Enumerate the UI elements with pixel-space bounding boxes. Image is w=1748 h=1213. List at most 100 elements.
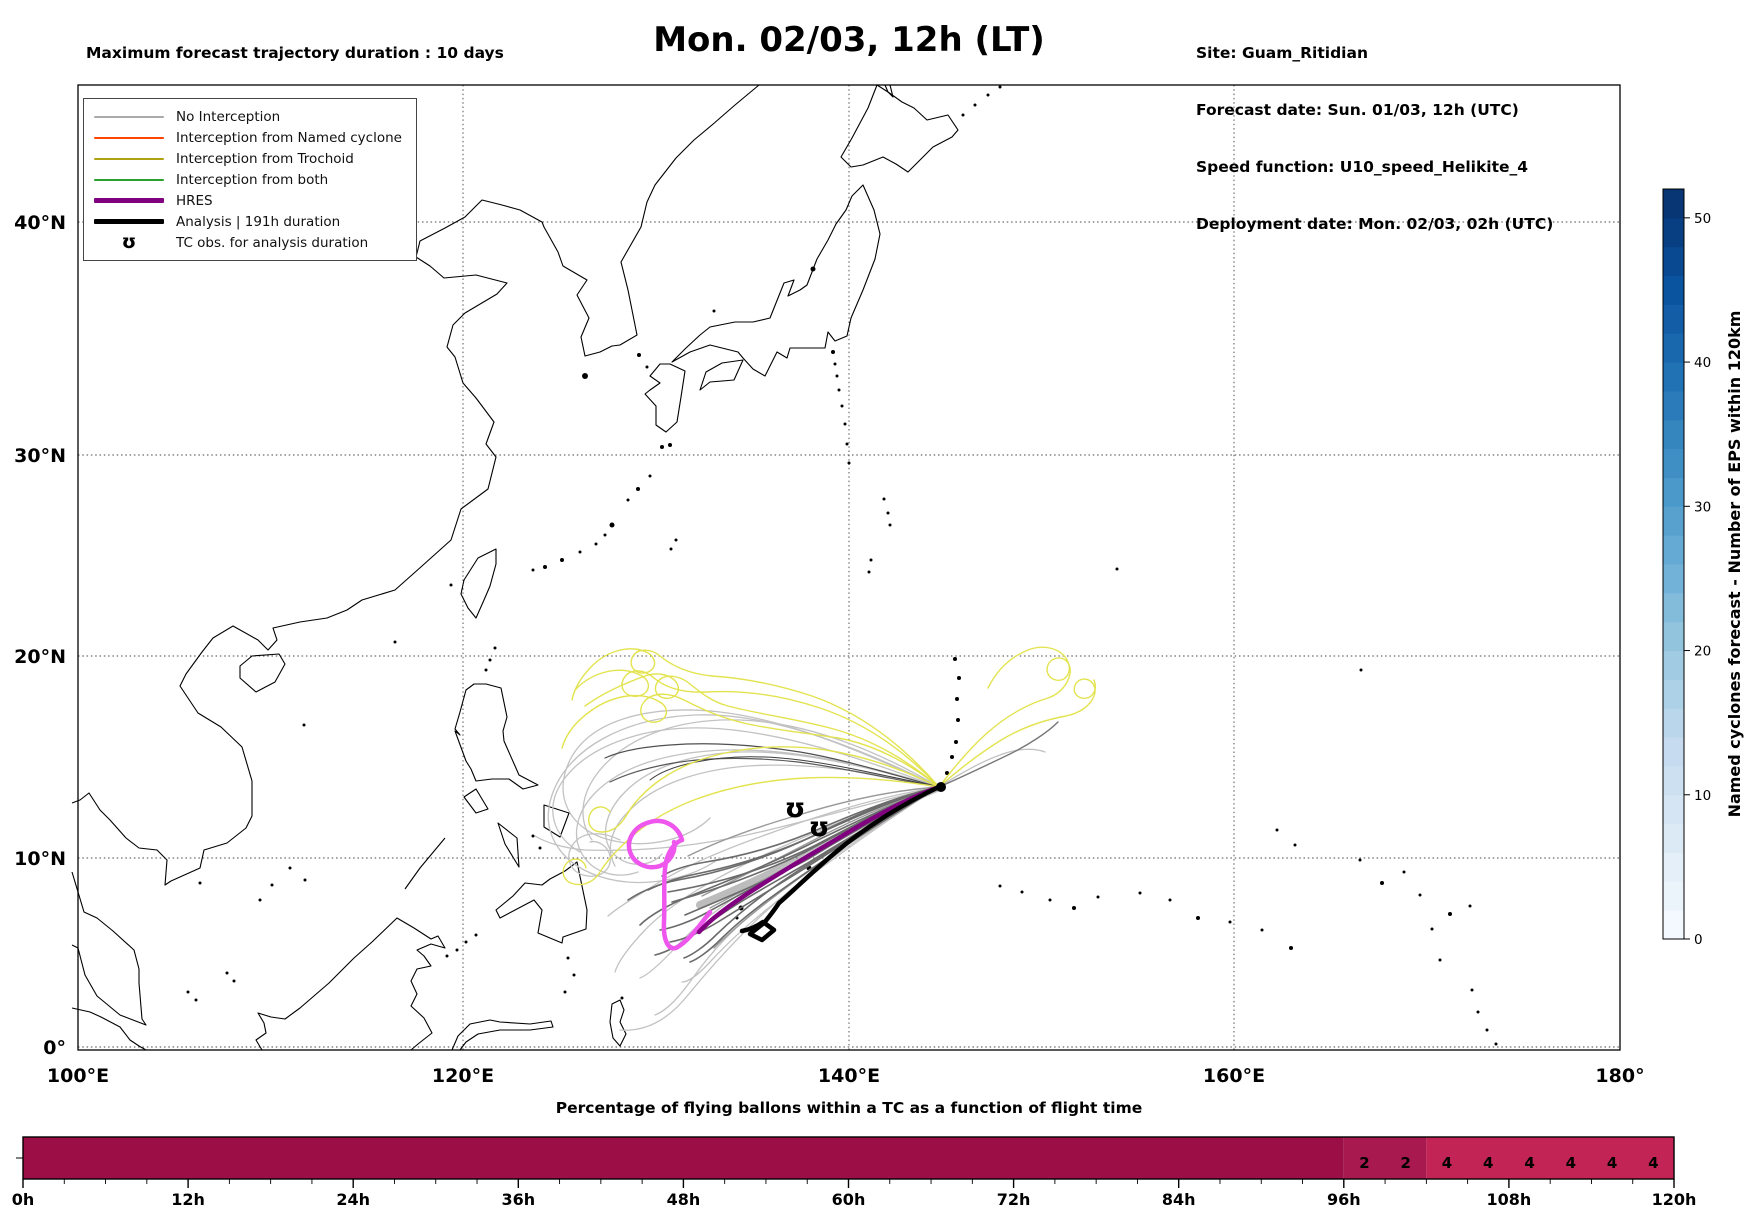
coastline-path: [495, 861, 588, 944]
bar-tick-label: 0h: [12, 1190, 35, 1209]
island-dot: [645, 365, 649, 369]
tc-count-label: 2: [1400, 1154, 1410, 1172]
legend-item: Analysis | 191h duration: [94, 211, 402, 232]
no-interception-trajectory: [661, 786, 940, 877]
coastline-path: [239, 653, 286, 693]
island-dot: [1228, 920, 1232, 924]
speed-function-line: Speed function: U10_speed_Helikite_4: [1196, 158, 1529, 176]
site-info: Site: Guam_Ritidian Forecast date: Sun. …: [1196, 6, 1553, 272]
legend-item-label: Interception from both: [176, 171, 329, 188]
island-dot: [1275, 828, 1279, 832]
colorbar-step: [1663, 535, 1684, 565]
tc-percentage-segment: [1426, 1137, 1674, 1179]
legend-line-sample: [94, 198, 164, 203]
no-interception-trajectory: [552, 727, 940, 853]
island-dot: [998, 85, 1002, 89]
bar-tick-label: 108h: [1487, 1190, 1532, 1209]
colorbar-step: [1663, 679, 1684, 709]
legend-line-swatch: [94, 136, 164, 139]
no-interception-trajectory: [689, 786, 940, 963]
island-dot: [538, 846, 542, 850]
colorbar-step: [1663, 881, 1684, 911]
coastline-path: [671, 184, 881, 377]
y-axis-tick-label: 10°N: [14, 848, 66, 870]
island-dot: [1359, 668, 1363, 672]
x-axis-tick-label: 180°: [1595, 1065, 1644, 1087]
page-title: Mon. 02/03, 12h (LT): [653, 20, 1045, 60]
island-dot: [531, 834, 535, 838]
island-dot: [225, 971, 229, 975]
legend-item: Interception from both: [94, 169, 402, 190]
bar-tick-label: 96h: [1327, 1190, 1361, 1209]
tc-count-label: 2: [1359, 1154, 1369, 1172]
island-dot: [998, 884, 1002, 888]
island-dot: [1494, 1042, 1498, 1046]
bar-tick-label: 72h: [997, 1190, 1031, 1209]
legend-item: HRES: [94, 190, 402, 211]
no-interception-trajectory: [647, 786, 940, 891]
legend-item-label: Interception from Trochoid: [176, 150, 354, 167]
island-dot: [620, 996, 624, 1000]
bottom-chart-title: Percentage of flying ballons within a TC…: [555, 1099, 1143, 1117]
island-dot: [232, 979, 236, 983]
island-dot: [445, 954, 449, 958]
colorbar-step: [1663, 477, 1684, 507]
bar-tick-label: 24h: [336, 1190, 370, 1209]
y-axis-tick-label: 40°N: [14, 212, 66, 234]
island-dot: [594, 542, 598, 546]
island-dot: [1358, 858, 1362, 862]
colorbar-step: [1663, 650, 1684, 680]
no-interception-trajectory: [609, 757, 940, 788]
trochoid-interception-trajectory: [584, 673, 940, 788]
coastline-path: [543, 804, 570, 838]
colorbar-step: [1663, 419, 1684, 450]
coastline-path: [840, 84, 959, 173]
colorbar-step: [1663, 217, 1684, 248]
island-dot: [1072, 906, 1076, 910]
island-dot: [1096, 895, 1100, 899]
island-dot: [1380, 881, 1384, 885]
island-dot: [582, 373, 588, 379]
island-dot: [955, 697, 959, 701]
island-dot: [869, 558, 873, 562]
legend-item-label: No Interception: [176, 108, 281, 125]
colorbar-step: [1663, 333, 1684, 363]
no-interception-trajectory: [687, 786, 940, 857]
deployment-date-line: Deployment date: Mon. 02/03, 02h (UTC): [1196, 215, 1554, 233]
island-dot: [493, 646, 497, 650]
bar-tick-label: 36h: [501, 1190, 535, 1209]
island-dot: [957, 676, 961, 680]
island-dot: [840, 404, 844, 408]
hres-trajectory: [696, 784, 942, 935]
coastline-path: [71, 871, 147, 1026]
coastline-path: [497, 822, 520, 868]
no-interception-trajectory: [701, 786, 940, 897]
analysis-trajectory: [739, 784, 942, 943]
forecast-date-line: Forecast date: Sun. 01/03, 12h (UTC): [1196, 101, 1519, 119]
bar-tick-label: 120h: [1652, 1190, 1697, 1209]
legend-line-sample: [94, 136, 164, 139]
coastline-path: [463, 788, 489, 814]
no-interception-trajectory: [568, 833, 621, 877]
island-dot: [1048, 898, 1052, 902]
no-interception-trajectory: [534, 786, 940, 852]
island-dot: [888, 523, 892, 527]
island-dot: [194, 998, 198, 1002]
colorbar-step: [1663, 910, 1684, 940]
island-dot: [626, 498, 630, 502]
y-axis-tick-label: 20°N: [14, 646, 66, 668]
map-frame: [77, 84, 1621, 1051]
island-dot: [1485, 1028, 1489, 1032]
no-interception-trajectory: [607, 786, 940, 917]
legend-line-sample: [94, 178, 164, 181]
island-dot: [986, 93, 990, 97]
x-axis-tick-label: 160°E: [1203, 1065, 1265, 1087]
colorbar-step: [1663, 189, 1684, 219]
colorbar-step: [1663, 621, 1684, 652]
island-dot: [867, 570, 871, 574]
colorbar-step: [1663, 737, 1684, 767]
legend-line-swatch: [94, 115, 164, 118]
island-dot: [563, 990, 567, 994]
island-dot: [837, 388, 841, 392]
